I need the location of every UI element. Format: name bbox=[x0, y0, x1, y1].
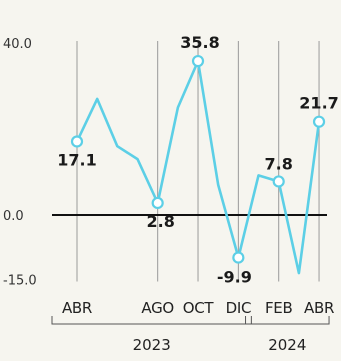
y-axis-ticks: 40.0 0.0 -15.0 bbox=[3, 37, 37, 289]
xtick-label-8: DIC bbox=[226, 299, 252, 317]
year-bracket-2023 bbox=[51, 316, 252, 325]
marker-0 bbox=[70, 135, 84, 148]
data-label-4: 2.8 bbox=[147, 212, 175, 231]
data-label-0: 17.1 bbox=[57, 150, 96, 169]
data-label-8: -9.9 bbox=[217, 268, 252, 287]
year-bracket-2024 bbox=[245, 316, 330, 325]
ytick-label: 0.0 bbox=[3, 209, 24, 224]
ytick-label: 40.0 bbox=[3, 37, 32, 52]
x-axis-ticks: ABR AGO OCT DIC FEB ABR bbox=[62, 299, 334, 317]
year-label-2023: 2023 bbox=[133, 336, 171, 354]
marker-4 bbox=[151, 196, 164, 210]
xtick-label-10: FEB bbox=[265, 299, 293, 317]
markers bbox=[70, 54, 326, 264]
data-label-12: 21.7 bbox=[299, 94, 338, 113]
marker-8 bbox=[232, 251, 245, 264]
gridlines bbox=[76, 41, 320, 282]
xtick-label-12: ABR bbox=[304, 299, 334, 317]
data-label-6: 35.8 bbox=[180, 33, 219, 52]
xtick-label-4: AGO bbox=[141, 299, 174, 317]
year-groups: 2023 2024 bbox=[51, 316, 330, 354]
xtick-label-6: OCT bbox=[183, 299, 215, 317]
ytick-label: -15.0 bbox=[3, 274, 37, 289]
marker-6 bbox=[191, 54, 205, 68]
data-labels: 17.1 2.8 35.8 -9.9 7.8 21.7 bbox=[57, 33, 339, 287]
year-label-2024: 2024 bbox=[268, 336, 306, 354]
marker-10 bbox=[272, 175, 285, 188]
xtick-label-0: ABR bbox=[62, 299, 92, 317]
marker-12 bbox=[312, 115, 326, 128]
data-label-10: 7.8 bbox=[265, 154, 293, 173]
